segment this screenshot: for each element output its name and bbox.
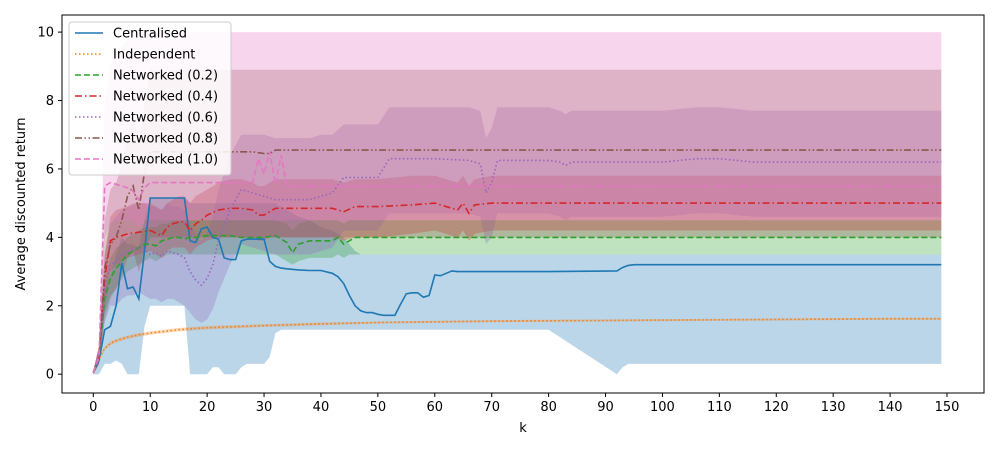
y-tick-label: 0 xyxy=(46,368,54,383)
y-tick-label: 8 xyxy=(46,94,54,109)
x-tick-label: 0 xyxy=(89,400,97,415)
legend-label: Networked (0.2) xyxy=(113,69,218,84)
legend-label: Centralised xyxy=(113,27,187,42)
legend-label: Networked (0.6) xyxy=(113,111,218,126)
x-tick-label: 150 xyxy=(935,400,960,415)
x-tick-label: 50 xyxy=(370,400,387,415)
series-line-networked-0-4 xyxy=(92,201,942,373)
legend-label: Independent xyxy=(113,48,195,63)
y-axis-label: Average discounted return xyxy=(14,118,29,291)
legend-label: Networked (1.0) xyxy=(113,153,218,168)
series-line-networked-1-0 xyxy=(92,151,942,373)
x-tick-label: 80 xyxy=(540,400,557,415)
x-tick-label: 70 xyxy=(483,400,500,415)
y-axis-ticks: 0 2 4 6 8 10 xyxy=(37,26,62,383)
series-line-networked-0-2 xyxy=(92,234,942,373)
x-tick-label: 100 xyxy=(650,400,675,415)
legend-box xyxy=(68,21,232,176)
band-networked-0-2 xyxy=(93,220,942,375)
series-lines xyxy=(92,149,942,373)
x-tick-label: 90 xyxy=(597,400,614,415)
y-tick-label: 10 xyxy=(37,26,54,41)
x-tick-label: 140 xyxy=(878,400,903,415)
y-tick-label: 2 xyxy=(46,299,54,314)
x-axis-label: k xyxy=(519,421,527,436)
x-tick-label: 110 xyxy=(707,400,732,415)
band-networked-0-8 xyxy=(93,69,942,375)
band-centralised xyxy=(93,198,942,375)
legend-label: Networked (0.4) xyxy=(113,90,218,105)
axes-frame xyxy=(61,14,985,394)
x-tick-label: 60 xyxy=(427,400,444,415)
x-tick-label: 10 xyxy=(142,400,159,415)
series-line-networked-0-6 xyxy=(92,157,942,373)
x-tick-label: 120 xyxy=(764,400,789,415)
y-tick-label: 6 xyxy=(46,162,54,177)
x-tick-label: 30 xyxy=(256,400,273,415)
band-networked-0-4 xyxy=(93,175,942,375)
legend: Centralised Independent Networked (0.2) Net… xyxy=(68,21,232,176)
x-tick-label: 40 xyxy=(313,400,330,415)
x-tick-label: 20 xyxy=(199,400,216,415)
legend-label: Networked (0.8) xyxy=(113,132,218,147)
band-networked-0-6 xyxy=(93,107,942,375)
series-line-networked-0-8 xyxy=(92,149,942,373)
y-tick-label: 4 xyxy=(46,231,54,246)
x-tick-label: 130 xyxy=(821,400,846,415)
x-axis-ticks: 0 10 20 30 40 50 60 70 80 90 100 110 120 130 140 150 xyxy=(89,393,959,415)
series-line-centralised xyxy=(92,197,942,373)
